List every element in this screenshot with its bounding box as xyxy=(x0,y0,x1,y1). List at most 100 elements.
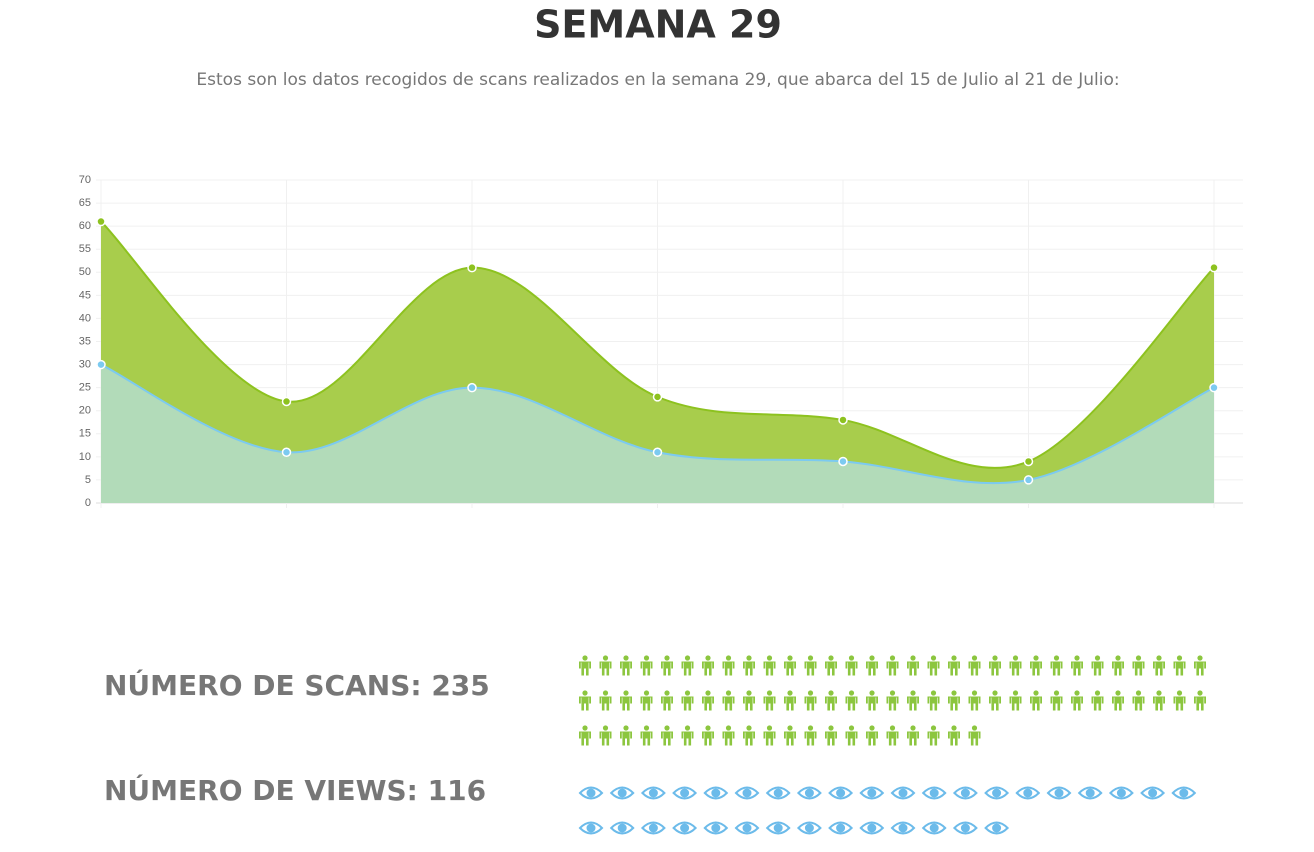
eye-outline xyxy=(984,821,1010,835)
eye-outline xyxy=(734,821,760,835)
eye-pupil xyxy=(586,788,596,798)
point xyxy=(1209,382,1219,393)
person-icon xyxy=(579,690,591,711)
y-tick-label: 60 xyxy=(79,220,91,232)
eye-icon xyxy=(984,821,1010,835)
person-icon xyxy=(886,690,899,711)
eye-icon xyxy=(578,786,604,800)
person-icon xyxy=(1173,690,1186,711)
eye-outline xyxy=(578,821,604,835)
person-icon xyxy=(722,655,735,676)
person-icon xyxy=(989,655,1001,676)
eye-icon xyxy=(765,821,791,835)
eye-outline xyxy=(734,786,760,800)
person-icon xyxy=(804,725,817,746)
eye-icon xyxy=(859,786,885,800)
point xyxy=(281,447,292,457)
eye-pupil xyxy=(742,788,752,798)
person-icon xyxy=(804,655,817,676)
person-icon xyxy=(681,725,694,746)
eye-icon xyxy=(578,821,604,835)
eye-pupil xyxy=(836,788,846,798)
title: SEMANA 29 xyxy=(534,3,782,47)
point xyxy=(1023,475,1034,485)
eye-outline xyxy=(828,786,854,800)
person-icon xyxy=(1153,690,1165,711)
person-icon xyxy=(927,725,940,746)
eye-icon xyxy=(921,786,947,800)
person-icon xyxy=(640,725,653,746)
person-icon xyxy=(1071,690,1083,711)
eye-icon xyxy=(609,821,635,835)
eye-icon xyxy=(734,786,760,800)
eye-pupil xyxy=(1085,788,1095,798)
eye-icon xyxy=(672,821,698,835)
eye-pupil xyxy=(992,788,1002,798)
person-icon xyxy=(743,690,755,711)
eye-pupil xyxy=(680,823,690,833)
point xyxy=(467,262,477,273)
person-icon xyxy=(1194,655,1206,676)
person-icon xyxy=(702,655,714,676)
eye-icon xyxy=(672,786,698,800)
eye-outline xyxy=(952,821,978,835)
eye-outline xyxy=(703,821,729,835)
person-icon xyxy=(702,725,714,746)
eye-icon xyxy=(640,786,666,800)
scans-value: 235 xyxy=(431,669,489,702)
point xyxy=(281,396,292,407)
y-tick-label: 55 xyxy=(79,243,91,255)
person-icon xyxy=(1030,690,1042,711)
person-icon xyxy=(620,655,632,676)
scans-icons xyxy=(579,655,1206,746)
point xyxy=(838,456,848,467)
eye-pupil xyxy=(648,788,658,798)
scans-label: NÚMERO DE SCANS: xyxy=(104,668,422,702)
eye-pupil xyxy=(992,823,1002,833)
eye-outline xyxy=(1171,786,1197,800)
person-icon xyxy=(845,655,858,676)
eye-outline xyxy=(952,786,978,800)
eye-outline xyxy=(890,821,916,835)
person-icon xyxy=(866,655,878,676)
person-icon xyxy=(825,690,837,711)
person-icon xyxy=(1194,690,1206,711)
person-icon xyxy=(722,690,735,711)
eye-pupil xyxy=(1054,788,1064,798)
point xyxy=(838,415,848,425)
eye-pupil xyxy=(867,823,877,833)
person-icon xyxy=(907,655,919,676)
person-icon xyxy=(640,655,653,676)
person-icon xyxy=(866,690,878,711)
person-icon xyxy=(661,655,673,676)
eye-outline xyxy=(796,786,822,800)
person-icon xyxy=(968,725,981,746)
eye-outline xyxy=(765,786,791,800)
eye-outline xyxy=(796,821,822,835)
eye-outline xyxy=(1046,786,1072,800)
subtitle: Estos son los datos recogidos de scans r… xyxy=(196,70,1119,90)
point xyxy=(96,359,106,370)
person-icon xyxy=(886,725,899,746)
person-icon xyxy=(661,725,673,746)
eye-outline xyxy=(921,786,947,800)
eye-pupil xyxy=(648,823,658,833)
person-icon xyxy=(1009,690,1022,711)
eye-icon xyxy=(796,786,822,800)
person-icon xyxy=(886,655,899,676)
y-tick-label: 5 xyxy=(85,474,91,486)
views-icons xyxy=(578,786,1197,835)
point xyxy=(467,382,477,393)
eye-icon xyxy=(890,821,916,835)
y-tick-label: 40 xyxy=(79,312,91,324)
eye-pupil xyxy=(711,823,721,833)
eye-icon xyxy=(828,786,854,800)
point xyxy=(96,216,106,227)
views-value: 116 xyxy=(428,774,486,807)
person-icon xyxy=(804,690,817,711)
eye-icon xyxy=(1046,786,1072,800)
person-icon xyxy=(743,655,755,676)
y-tick-label: 10 xyxy=(79,451,91,463)
person-icon xyxy=(1132,690,1145,711)
